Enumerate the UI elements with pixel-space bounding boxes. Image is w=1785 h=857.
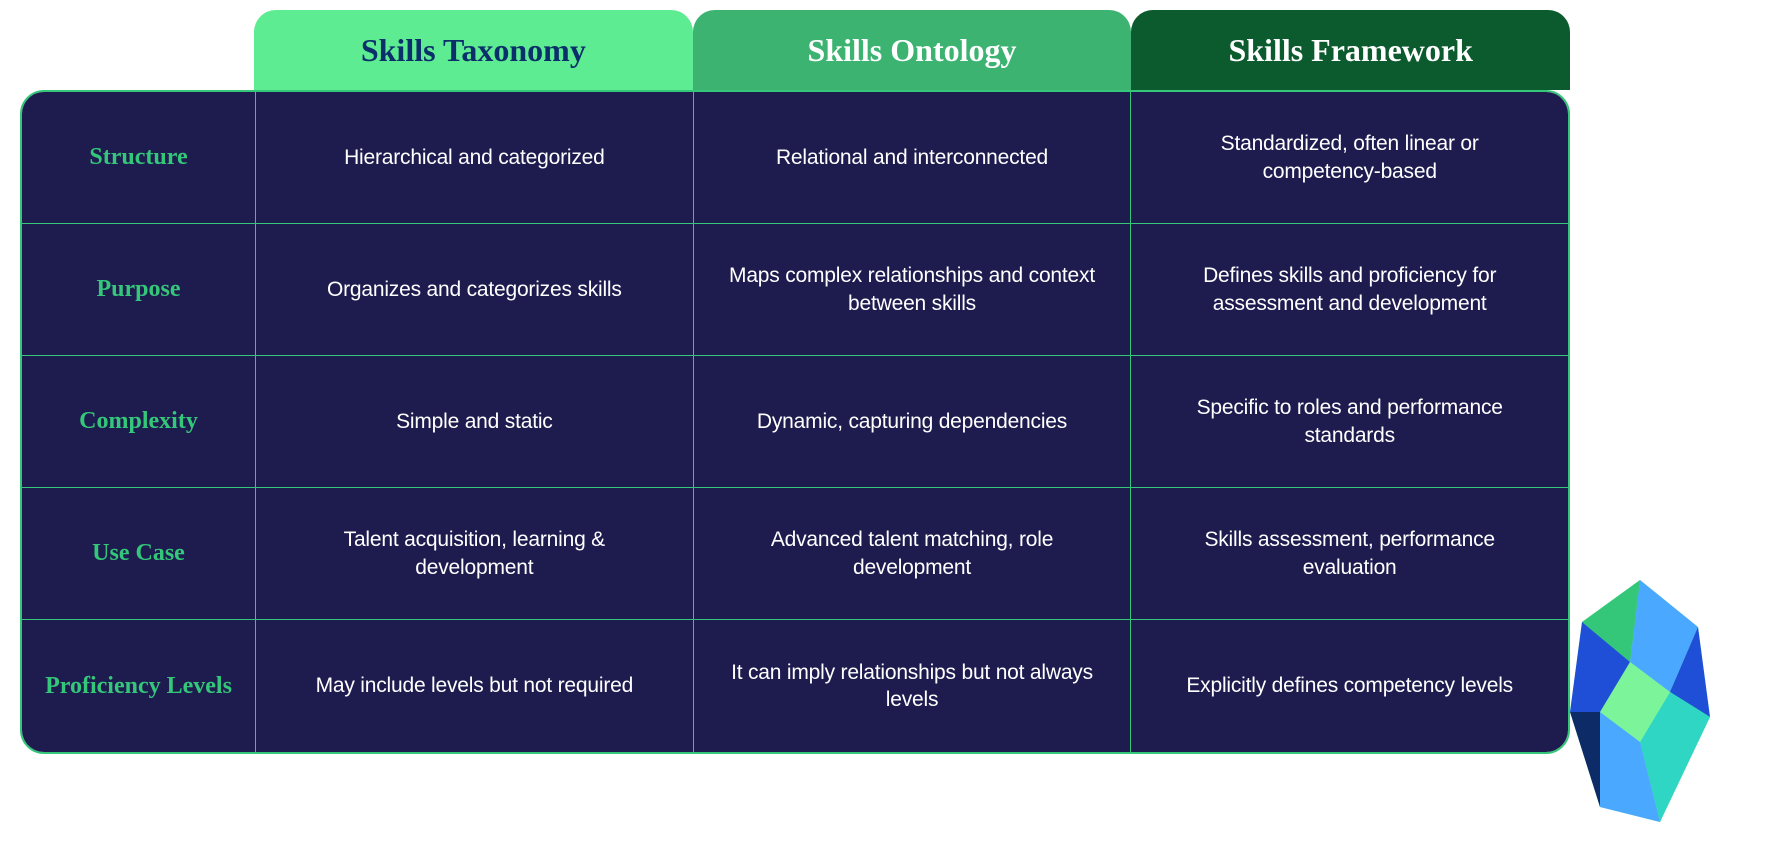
table-cell: Dynamic, capturing dependencies xyxy=(694,356,1132,487)
row-label-complexity: Complexity xyxy=(22,356,256,487)
table-cell: It can imply relationships but not alway… xyxy=(694,620,1132,752)
table-cell: Relational and interconnected xyxy=(694,92,1132,223)
column-header-framework: Skills Framework xyxy=(1131,10,1570,90)
row-label-usecase: Use Case xyxy=(22,488,256,619)
table-cell: Hierarchical and categorized xyxy=(256,92,694,223)
table-cell: Simple and static xyxy=(256,356,694,487)
row-label-purpose: Purpose xyxy=(22,224,256,355)
column-header-taxonomy: Skills Taxonomy xyxy=(254,10,693,90)
table-cell: Explicitly defines competency levels xyxy=(1131,620,1568,752)
table-cell: Specific to roles and performance standa… xyxy=(1131,356,1568,487)
table-row: Structure Hierarchical and categorized R… xyxy=(22,92,1568,224)
table-row: Purpose Organizes and categorizes skills… xyxy=(22,224,1568,356)
table-cell: May include levels but not required xyxy=(256,620,694,752)
table-cell: Standardized, often linear or competency… xyxy=(1131,92,1568,223)
table-cell: Skills assessment, performance evaluatio… xyxy=(1131,488,1568,619)
table-body: Structure Hierarchical and categorized R… xyxy=(20,90,1570,754)
table-cell: Defines skills and proficiency for asses… xyxy=(1131,224,1568,355)
table-row: Proficiency Levels May include levels bu… xyxy=(22,620,1568,752)
row-label-proficiency: Proficiency Levels xyxy=(22,620,256,752)
table-cell: Advanced talent matching, role developme… xyxy=(694,488,1132,619)
column-header-ontology: Skills Ontology xyxy=(693,10,1132,90)
table-row: Use Case Talent acquisition, learning & … xyxy=(22,488,1568,620)
table-row: Complexity Simple and static Dynamic, ca… xyxy=(22,356,1568,488)
table-cell: Maps complex relationships and context b… xyxy=(694,224,1132,355)
gem-icon xyxy=(1535,572,1745,832)
table-header-row: Skills Taxonomy Skills Ontology Skills F… xyxy=(20,10,1570,90)
comparison-table: Skills Taxonomy Skills Ontology Skills F… xyxy=(20,10,1570,754)
header-spacer xyxy=(20,10,254,90)
row-label-structure: Structure xyxy=(22,92,256,223)
table-cell: Organizes and categorizes skills xyxy=(256,224,694,355)
table-cell: Talent acquisition, learning & developme… xyxy=(256,488,694,619)
